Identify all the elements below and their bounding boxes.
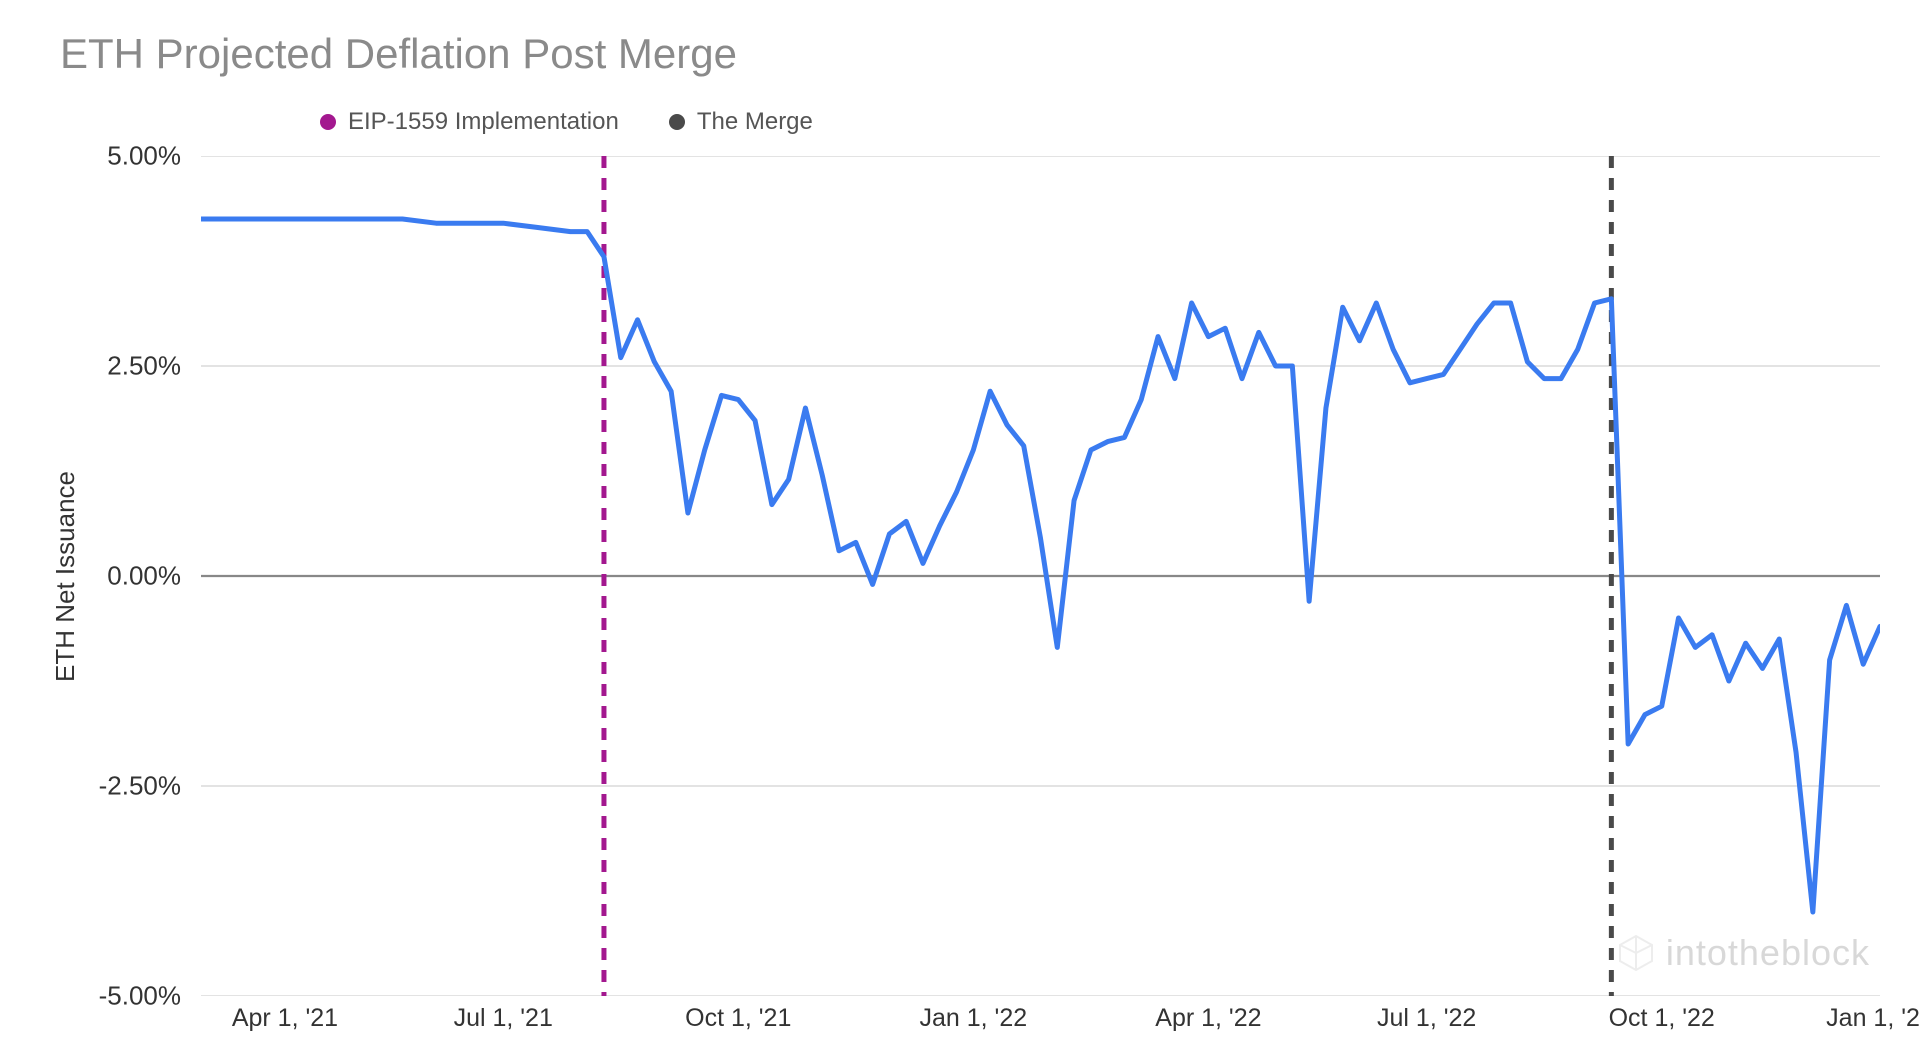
y-axis-title: ETH Net Issuance bbox=[40, 471, 81, 682]
y-tick-label: 0.00% bbox=[107, 561, 181, 592]
legend: EIP-1559 Implementation The Merge bbox=[320, 108, 1880, 136]
chart-svg bbox=[201, 156, 1880, 996]
y-axis-labels: 5.00%2.50%0.00%-2.50%-5.00% bbox=[81, 156, 201, 996]
y-tick-label: 2.50% bbox=[107, 351, 181, 382]
y-tick-label: -5.00% bbox=[99, 981, 181, 1012]
x-tick-label: Jan 1, '23 bbox=[1826, 1004, 1920, 1033]
legend-label: EIP-1559 Implementation bbox=[348, 108, 619, 136]
legend-label: The Merge bbox=[697, 108, 813, 136]
x-tick-label: Jul 1, '22 bbox=[1377, 1004, 1476, 1033]
x-axis-labels: Apr 1, '21 Jul 1, '21 Oct 1, '21 Jan 1, '22… bbox=[201, 1004, 1880, 1034]
plot-area: Apr 1, '21Jul 1, '21Oct 1, '21Jan 1, '22… bbox=[201, 156, 1880, 996]
x-tick-label: Jul 1, '21 bbox=[454, 1004, 553, 1033]
x-tick-label: Apr 1, '21 bbox=[232, 1004, 338, 1033]
x-tick-label: Jan 1, '22 bbox=[920, 1004, 1028, 1033]
x-tick-label: Oct 1, '21 bbox=[685, 1004, 791, 1033]
chart-container: ETH Projected Deflation Post Merge EIP-1… bbox=[0, 0, 1920, 1064]
legend-dot-icon bbox=[320, 114, 336, 130]
legend-item-eip1559: EIP-1559 Implementation bbox=[320, 108, 619, 136]
legend-item-merge: The Merge bbox=[669, 108, 813, 136]
x-tick-label: Oct 1, '22 bbox=[1609, 1004, 1715, 1033]
x-tick-label: Apr 1, '22 bbox=[1155, 1004, 1261, 1033]
y-tick-label: 5.00% bbox=[107, 141, 181, 172]
chart-title: ETH Projected Deflation Post Merge bbox=[60, 30, 1880, 78]
y-tick-label: -2.50% bbox=[99, 771, 181, 802]
chart-area: ETH Net Issuance 5.00%2.50%0.00%-2.50%-5… bbox=[40, 156, 1880, 996]
legend-dot-icon bbox=[669, 114, 685, 130]
